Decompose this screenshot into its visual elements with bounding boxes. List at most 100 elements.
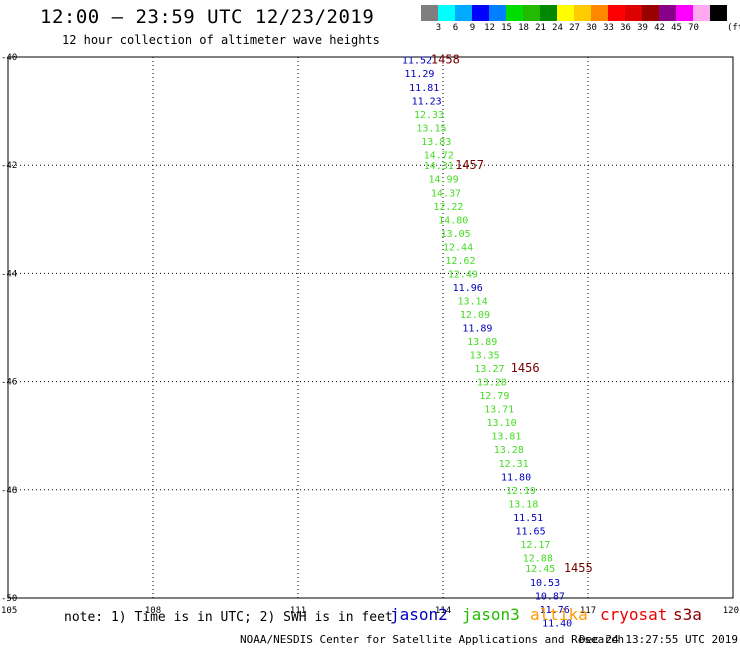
wave-height-value: 13.27 xyxy=(474,364,504,375)
wave-height-value: 13.18 xyxy=(508,499,538,510)
wave-height-value: 10.53 xyxy=(530,578,560,589)
wave-height-value: 13.14 xyxy=(458,296,488,307)
wave-height-value: 12.31 xyxy=(499,459,529,470)
scale-label: 3 xyxy=(435,23,442,33)
longitude-tick-label: 105 xyxy=(1,606,17,616)
wave-height-value: 14.99 xyxy=(429,175,459,186)
wave-height-value: 11.89 xyxy=(462,324,492,335)
latitude-labels: -40 -42 -44 -46 -48 -50 xyxy=(1,53,17,604)
pass-time-label: 1456 xyxy=(511,361,540,375)
wave-height-value: 13.05 xyxy=(441,229,471,240)
latitude-tick-label: -50 xyxy=(1,594,17,604)
wave-height-value: 13.81 xyxy=(491,432,521,443)
wave-height-value: 12.49 xyxy=(448,269,478,280)
scale-swatch xyxy=(472,5,489,21)
scale-swatch xyxy=(557,5,574,21)
pass-time-labels: 1458 1457 1456 1455 xyxy=(431,53,593,576)
longitude-tick-label: 108 xyxy=(145,606,161,616)
wave-height-value: 13.35 xyxy=(470,351,500,362)
legend-jason3: jason3 xyxy=(462,605,520,624)
wave-height-value: 14.72 xyxy=(424,150,454,161)
scale-label: 39 xyxy=(637,23,648,33)
footer-timestamp: Dec 24 13:27:55 UTC 2019 xyxy=(579,633,738,646)
wave-height-value: 14.37 xyxy=(431,188,461,199)
wave-height-value: 12.88 xyxy=(523,553,553,564)
scale-swatch xyxy=(574,5,591,21)
units-note: note: 1) Time is in UTC; 2) SWH is in fe… xyxy=(64,610,393,625)
scale-label: 27 xyxy=(569,23,580,33)
scale-swatch xyxy=(676,5,693,21)
footer-credit: NOAA/NESDIS Center for Satellite Applica… xyxy=(240,633,625,646)
latitude-tick-label: -46 xyxy=(1,378,17,388)
wave-height-value: 12.45 xyxy=(525,564,555,575)
scale-label: 24 xyxy=(552,23,563,33)
wave-height-value: 13.28 xyxy=(494,445,524,456)
wave-height-value: 14.80 xyxy=(438,215,468,226)
scale-label: 45 xyxy=(671,23,682,33)
wave-height-value: 13.28 xyxy=(477,378,507,389)
scale-label: 42 xyxy=(654,23,665,33)
scale-label: 70 xyxy=(688,23,699,33)
wave-height-value: 12.62 xyxy=(445,256,475,267)
scale-swatch xyxy=(540,5,557,21)
wave-height-value: 13.89 xyxy=(467,337,497,348)
wave-height-value: 11.29 xyxy=(404,69,434,80)
scale-label: 15 xyxy=(501,23,512,33)
wave-height-value: 11.81 xyxy=(409,83,439,94)
legend-jason2: jason2 xyxy=(390,605,448,624)
wave-height-value: 12.44 xyxy=(443,242,473,253)
latitude-tick-label: -44 xyxy=(1,269,17,279)
scale-swatch xyxy=(455,5,472,21)
scale-swatch xyxy=(693,5,710,21)
legend-s3a: s3a xyxy=(673,605,702,624)
pass-time-label: 1458 xyxy=(431,53,460,67)
pass-time-label: 1457 xyxy=(455,158,484,172)
wave-height-value: 11.51 xyxy=(513,513,543,524)
wave-height-value: 11.52 xyxy=(402,56,432,67)
latitude-tick-label: -42 xyxy=(1,161,17,171)
wave-height-value: 11.80 xyxy=(501,472,531,483)
chart-subtitle: 12 hour collection of altimeter wave hei… xyxy=(62,33,380,47)
wave-height-value: 13.71 xyxy=(484,405,514,416)
scale-label: 36 xyxy=(620,23,631,33)
wave-height-value: 12.09 xyxy=(460,310,490,321)
scale-swatch xyxy=(608,5,625,21)
wave-height-value: 11.76 xyxy=(540,605,570,616)
scale-label: 12 xyxy=(484,23,495,33)
lat-lon-grid xyxy=(7,56,734,599)
scale-swatch xyxy=(506,5,523,21)
wave-height-value: 10.87 xyxy=(535,591,565,602)
wave-height-readings: 11.52 11.29 11.81 11.23 12.33 13.15 13.83 14.72… xyxy=(402,56,572,630)
wave-height-value: 11.96 xyxy=(453,283,483,294)
scale-swatch xyxy=(421,5,438,21)
scale-swatch xyxy=(489,5,506,21)
wave-height-value: 13.83 xyxy=(421,137,451,148)
scale-swatch xyxy=(523,5,540,21)
scale-label: 9 xyxy=(469,23,476,33)
legend-altika: altika xyxy=(530,605,588,624)
scale-swatch xyxy=(591,5,608,21)
scale-unit-label: (ft) xyxy=(727,23,740,33)
scale-swatch xyxy=(438,5,455,21)
latitude-tick-label: -40 xyxy=(1,53,17,63)
scale-label: 6 xyxy=(452,23,459,33)
wave-height-value: 11.65 xyxy=(516,526,546,537)
legend-cryosat: cryosat xyxy=(600,605,668,624)
wave-height-value: 12.19 xyxy=(506,486,536,497)
wave-height-value: 12.22 xyxy=(433,202,463,213)
scale-label: 21 xyxy=(535,23,546,33)
map-frame xyxy=(7,56,734,599)
scale-label: 30 xyxy=(586,23,597,33)
longitude-tick-label: 117 xyxy=(580,606,596,616)
longitude-tick-label: 111 xyxy=(290,606,306,616)
pass-time-label: 1455 xyxy=(564,561,593,575)
wave-height-value: 13.15 xyxy=(416,123,446,134)
chart-title: 12:00 – 23:59 UTC 12/23/2019 xyxy=(40,6,375,28)
longitude-tick-label: 114 xyxy=(435,606,451,616)
scale-swatch xyxy=(710,5,727,21)
scale-swatch xyxy=(659,5,676,21)
wave-height-value: 12.33 xyxy=(414,110,444,121)
longitude-tick-label: 120 xyxy=(723,606,739,616)
scale-swatch xyxy=(642,5,659,21)
